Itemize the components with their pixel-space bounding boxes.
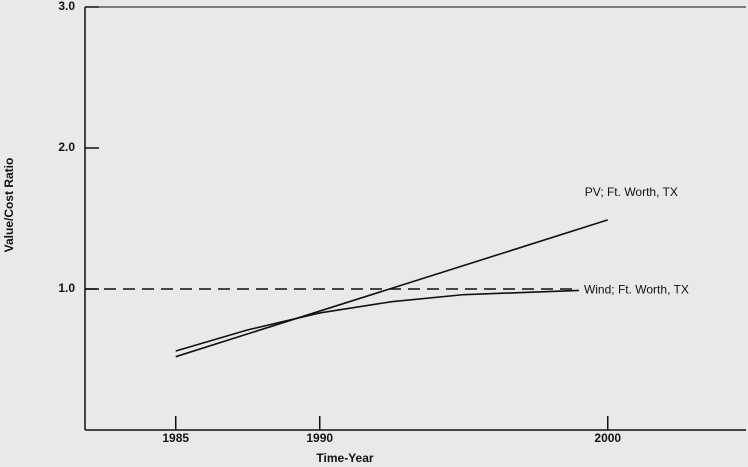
y-tick-label: 3.0 (58, 0, 75, 13)
y-tick-label: 1.0 (58, 281, 75, 295)
y-axis-label: Value/Cost Ratio (2, 158, 16, 253)
series-line (175, 219, 608, 358)
series-line (175, 289, 579, 352)
series-label: Wind; Ft. Worth, TX (584, 283, 689, 297)
x-tick-label: 1990 (306, 431, 333, 445)
x-tick-label: 2000 (594, 431, 621, 445)
series-label: PV; Ft. Worth, TX (585, 185, 678, 199)
x-tick-label: 1985 (162, 431, 189, 445)
x-axis-label: Time-Year (316, 451, 373, 465)
y-tick-label: 2.0 (58, 140, 75, 154)
